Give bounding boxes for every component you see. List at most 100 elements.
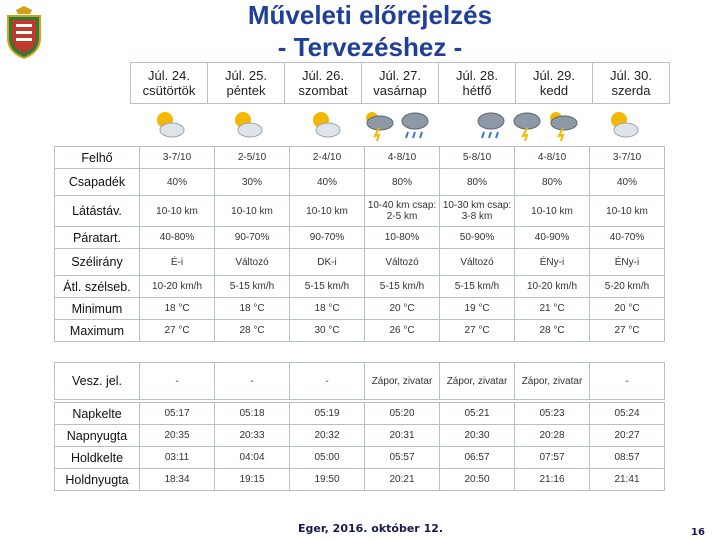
rain-cloud-icon [477, 112, 505, 139]
row-label: Napkelte [54, 402, 140, 425]
table-row: Napnyugta 20:35 20:33 20:32 20:31 20:30 20:28 2… [54, 424, 665, 447]
row-label: Minimum [54, 297, 140, 320]
table-row: Csapadék 40% 30% 40% 80% 80% 80% 40% [54, 168, 665, 196]
table-cell: 20:30 [439, 424, 515, 447]
sun-cloud-icon [313, 112, 341, 138]
table-cell: 28 °C [514, 319, 590, 342]
table-cell: 4-8/10 [514, 146, 590, 169]
table-cell: ÉNy-i [514, 248, 590, 276]
day-header: Júl. 25. péntek [207, 62, 285, 104]
row-label: Felhő [54, 146, 140, 169]
table-cell: 19 °C [439, 297, 515, 320]
table-cell: 90-70% [214, 226, 290, 249]
table-cell: 18 °C [289, 297, 365, 320]
table-cell: 30% [214, 168, 290, 196]
coat-of-arms-logo [7, 6, 41, 60]
table-cell: Zápor, zivatar [514, 362, 590, 400]
page-subtitle: - Tervezéshez - [277, 32, 463, 62]
table-cell: 90-70% [289, 226, 365, 249]
table-cell: 5-15 km/h [364, 275, 440, 298]
table-cell: 20:31 [364, 424, 440, 447]
table-cell: - [289, 362, 365, 400]
weather-table: Felhő 3-7/10 2-5/10 2-4/10 4-8/10 5-8/10 4-8/1… [54, 146, 665, 342]
sun-cloud-icon [611, 112, 639, 138]
table-cell: 80% [514, 168, 590, 196]
row-label: Páratart. [54, 226, 140, 249]
table-cell: 10-10 km [214, 195, 290, 227]
table-cell: 05:00 [289, 446, 365, 469]
table-cell: 40% [589, 168, 665, 196]
table-cell: 3-7/10 [589, 146, 665, 169]
table-cell: 2-5/10 [214, 146, 290, 169]
table-cell: 05:57 [364, 446, 440, 469]
sun-cloud-icon [235, 112, 263, 138]
table-cell: 05:23 [514, 402, 590, 425]
table-cell: 10-10 km [589, 195, 665, 227]
table-row: Átl. szélseb. 10-20 km/h 5-15 km/h 5-15 km/… [54, 275, 665, 298]
row-label: Holdkelte [54, 446, 140, 469]
warning-table: Vesz. jel. - - - Zápor, zivatar Zápor, zivata… [54, 362, 665, 400]
table-row: Minimum 18 °C 18 °C 18 °C 20 °C 19 °C 21 °C 20 … [54, 297, 665, 320]
table-cell: 10-30 km csap: 3-8 km [439, 195, 515, 227]
day-header-table: Júl. 24. csütörtök Júl. 25. péntek Júl. 26… [130, 62, 670, 104]
table-cell: Változó [439, 248, 515, 276]
table-row: Páratart. 40-80% 90-70% 90-70% 10-80% 50-90% 4… [54, 226, 665, 249]
table-cell: 10-20 km/h [139, 275, 215, 298]
table-cell: 20:32 [289, 424, 365, 447]
table-cell: 2-4/10 [289, 146, 365, 169]
table-cell: Változó [214, 248, 290, 276]
table-cell: 08:57 [589, 446, 665, 469]
table-cell: - [214, 362, 290, 400]
table-cell: 05:20 [364, 402, 440, 425]
row-label: Szélirány [54, 248, 140, 276]
table-cell: 19:50 [289, 468, 365, 491]
row-label: Vesz. jel. [54, 362, 140, 400]
table-cell: 40-80% [139, 226, 215, 249]
table-cell: 5-15 km/h [289, 275, 365, 298]
sun-cloud-icon [157, 112, 185, 138]
table-cell: 30 °C [289, 319, 365, 342]
table-cell: 40-90% [514, 226, 590, 249]
day-header: Júl. 28. hétfő [438, 62, 516, 104]
table-cell: 05:19 [289, 402, 365, 425]
table-cell: 21:16 [514, 468, 590, 491]
table-cell: 5-15 km/h [439, 275, 515, 298]
table-cell: ÉNy-i [589, 248, 665, 276]
row-label: Csapadék [54, 168, 140, 196]
row-label: Maximum [54, 319, 140, 342]
table-cell: 50-90% [439, 226, 515, 249]
table-cell: 5-20 km/h [589, 275, 665, 298]
table-cell: 18:34 [139, 468, 215, 491]
table-cell: Zápor, zivatar [364, 362, 440, 400]
row-label: Látástáv. [54, 195, 140, 227]
table-cell: 40-70% [589, 226, 665, 249]
table-cell: 80% [364, 168, 440, 196]
table-row: Felhő 3-7/10 2-5/10 2-4/10 4-8/10 5-8/10 4-8/1… [54, 146, 665, 169]
table-cell: 5-15 km/h [214, 275, 290, 298]
table-cell: 21 °C [514, 297, 590, 320]
table-cell: 20:50 [439, 468, 515, 491]
table-cell: Változó [364, 248, 440, 276]
rain-cloud-icon [401, 112, 429, 139]
table-cell: - [139, 362, 215, 400]
day-header: Júl. 24. csütörtök [130, 62, 208, 104]
table-row: Látástáv. 10-10 km 10-10 km 10-10 km 10-40 k… [54, 195, 665, 227]
table-cell: 05:18 [214, 402, 290, 425]
table-cell: 5-8/10 [439, 146, 515, 169]
thunderstorm-icon [366, 112, 394, 142]
table-cell: 07:57 [514, 446, 590, 469]
table-cell: 10-10 km [289, 195, 365, 227]
table-cell: 10-10 km [139, 195, 215, 227]
table-cell: 27 °C [589, 319, 665, 342]
day-header: Júl. 30. szerda [592, 62, 670, 104]
table-row: Maximum 27 °C 28 °C 30 °C 26 °C 27 °C 28 °C 27 … [54, 319, 665, 342]
table-cell: 20:28 [514, 424, 590, 447]
row-label: Átl. szélseb. [54, 275, 140, 298]
table-cell: 4-8/10 [364, 146, 440, 169]
table-cell: 10-80% [364, 226, 440, 249]
table-cell: DK-i [289, 248, 365, 276]
row-label: Holdnyugta [54, 468, 140, 491]
table-cell: 20:21 [364, 468, 440, 491]
thunderstorm-icon [513, 112, 541, 142]
table-cell: 20 °C [364, 297, 440, 320]
